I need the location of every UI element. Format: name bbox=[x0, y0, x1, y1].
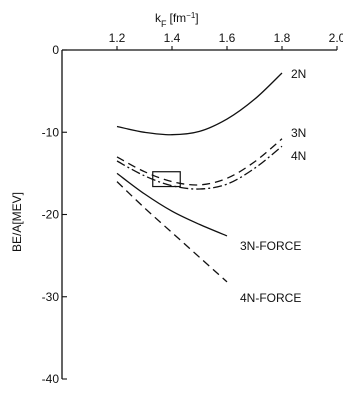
curves bbox=[116, 72, 283, 283]
x-tick-label: 1.8 bbox=[274, 31, 291, 45]
x-tick-label: 1.6 bbox=[219, 31, 236, 45]
series-4n-force-line bbox=[116, 181, 228, 283]
annotations bbox=[152, 171, 181, 188]
axes: 1.2 1.4 1.6 1.8 2.0 0 -10 -20 -30 -40 bbox=[42, 31, 343, 386]
series-4n-force-label: 4N-FORCE bbox=[240, 291, 301, 305]
y-axis-title: BE/A[MEV] bbox=[10, 192, 24, 252]
highlight-box bbox=[152, 171, 181, 188]
x-tick-label: 1.2 bbox=[109, 31, 126, 45]
curve-labels: 2N 3N 4N 3N-FORCE 4N-FORCE bbox=[240, 67, 306, 305]
x-tick-label: 1.4 bbox=[164, 31, 181, 45]
y-tick-label: -20 bbox=[42, 208, 60, 222]
y-tick-label: -40 bbox=[42, 372, 60, 386]
y-tick-label: 0 bbox=[52, 43, 59, 57]
series-3n-line bbox=[116, 138, 283, 186]
series-3n-force-label: 3N-FORCE bbox=[240, 239, 301, 253]
x-tick-label: 2.0 bbox=[329, 31, 343, 45]
series-2n-line bbox=[116, 72, 283, 136]
series-4n-line bbox=[116, 145, 283, 190]
y-tick-label: -10 bbox=[42, 125, 60, 139]
series-4n-label: 4N bbox=[291, 149, 306, 163]
series-3n-label: 3N bbox=[291, 126, 306, 140]
series-3n-force-line bbox=[116, 172, 228, 237]
series-2n-label: 2N bbox=[291, 67, 306, 81]
y-tick-label: -30 bbox=[42, 290, 60, 304]
x-axis-title: kF [fm−1] bbox=[155, 11, 199, 30]
